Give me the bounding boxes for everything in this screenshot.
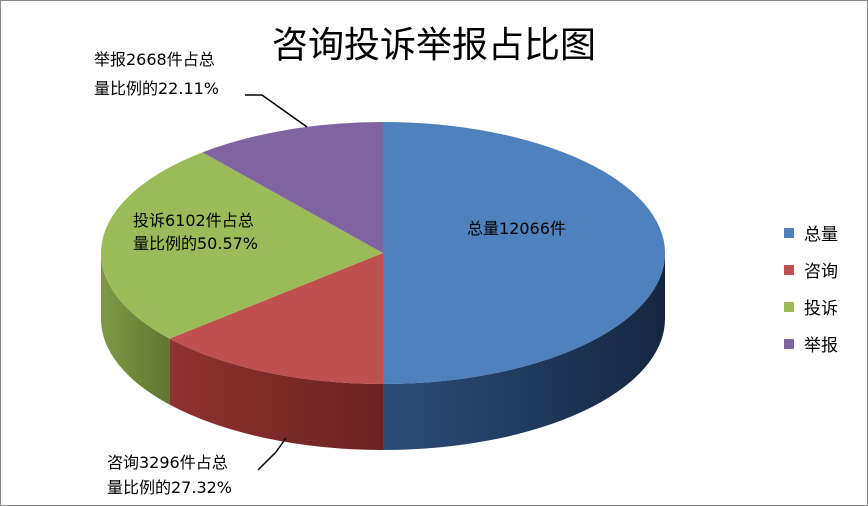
leader-line-consult xyxy=(257,437,287,471)
slice-consult-side xyxy=(169,338,383,450)
data-label-complaint: 投诉6102件占总 量比例的50.57% xyxy=(133,211,259,253)
data-label-total: 总量12066件 xyxy=(467,219,566,238)
slice-complaint xyxy=(101,152,383,339)
slice-report xyxy=(202,122,383,253)
legend-swatch-total xyxy=(784,227,794,238)
leader-line-report xyxy=(245,94,308,128)
slice-total xyxy=(383,122,665,384)
slice-consult xyxy=(169,253,383,384)
legend-swatch-complaint xyxy=(784,301,794,312)
data-label-report: 举报2668件占总 量比例的22.11% xyxy=(94,50,220,98)
legend-item-complaint: 投诉 xyxy=(784,288,838,325)
legend: 总量 咨询 投诉 举报 xyxy=(784,214,838,362)
chart-title: 咨询投诉举报占比图 xyxy=(271,25,596,66)
slice-complaint-side xyxy=(101,253,170,405)
slice-total-side xyxy=(383,253,665,450)
legend-item-consult: 咨询 xyxy=(784,251,838,288)
legend-swatch-report xyxy=(784,338,794,349)
data-label-consult: 咨询3296件占总 量比例的27.32% xyxy=(107,453,233,497)
legend-item-total: 总量 xyxy=(784,214,838,251)
legend-swatch-consult xyxy=(784,264,794,275)
legend-item-report: 举报 xyxy=(784,325,838,362)
